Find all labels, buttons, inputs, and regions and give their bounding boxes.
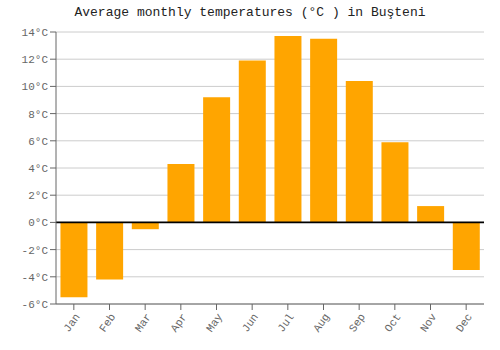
svg-text:-6°C: -6°C bbox=[22, 299, 49, 311]
svg-text:Aug: Aug bbox=[311, 311, 332, 334]
svg-text:4°C: 4°C bbox=[28, 163, 48, 175]
html-text:Average monthly temperatures (: Average monthly temperatures (°C ) in Bu… bbox=[74, 5, 426, 20]
svg-text:8°C: 8°C bbox=[28, 109, 48, 121]
svg-text:Feb: Feb bbox=[97, 311, 118, 334]
svg-text:Jul: Jul bbox=[275, 311, 296, 334]
svg-text:2°C: 2°C bbox=[28, 190, 48, 202]
svg-text:10°C: 10°C bbox=[22, 81, 49, 93]
svg-text:Jan: Jan bbox=[61, 311, 82, 334]
svg-text:Nov: Nov bbox=[418, 311, 439, 334]
svg-text:-4°C: -4°C bbox=[22, 272, 49, 284]
svg-text:May: May bbox=[204, 311, 225, 334]
svg-text:Jun: Jun bbox=[240, 311, 261, 334]
svg-text:Dec: Dec bbox=[454, 311, 475, 334]
svg-text:-2°C: -2°C bbox=[22, 245, 49, 257]
svg-text:12°C: 12°C bbox=[22, 54, 49, 66]
svg-text:14°C: 14°C bbox=[22, 27, 49, 39]
svg-text:Sep: Sep bbox=[347, 311, 368, 334]
svg-text:0°C: 0°C bbox=[28, 217, 48, 229]
svg-text:Apr: Apr bbox=[168, 311, 189, 334]
svg-text:6°C: 6°C bbox=[28, 136, 48, 148]
svg-text:Mar: Mar bbox=[133, 311, 154, 334]
svg-text:Oct: Oct bbox=[382, 311, 403, 334]
